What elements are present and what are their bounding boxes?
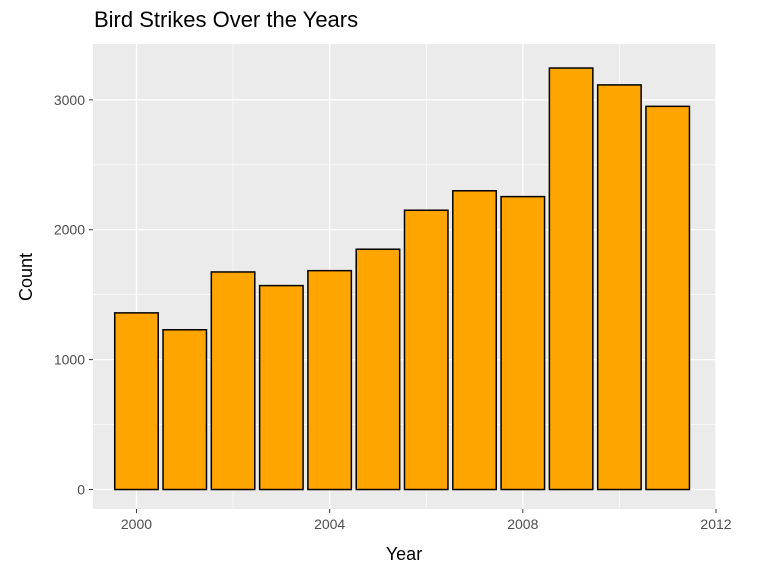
y-tick-label: 0 [77, 482, 85, 498]
bar-2004 [307, 269, 353, 491]
y-axis: 0 1000 2000 3000 [54, 92, 93, 498]
bar-2005 [355, 248, 401, 491]
x-tick-label: 2008 [507, 516, 538, 532]
bar-2000 [113, 312, 159, 491]
bar-2003 [258, 284, 304, 491]
bar-2011 [645, 105, 691, 491]
x-axis: 2000 2004 2008 2012 [121, 509, 732, 532]
y-tick-label: 2000 [54, 222, 85, 238]
x-axis-title: Year [386, 544, 422, 564]
bar-2010 [596, 84, 642, 491]
y-axis-title: Count [16, 253, 36, 301]
x-tick-label: 2004 [314, 516, 345, 532]
bar-2002 [210, 271, 256, 491]
bar-2007 [452, 190, 498, 491]
bar-2006 [403, 209, 449, 491]
bar-2008 [500, 195, 546, 491]
bar-2001 [162, 329, 208, 491]
chart-title: Bird Strikes Over the Years [94, 7, 358, 32]
x-tick-label: 2000 [121, 516, 152, 532]
bars [113, 67, 691, 491]
y-tick-label: 3000 [54, 92, 85, 108]
x-tick-label: 2012 [700, 516, 731, 532]
bar-2009 [548, 67, 594, 491]
y-tick-label: 1000 [54, 352, 85, 368]
